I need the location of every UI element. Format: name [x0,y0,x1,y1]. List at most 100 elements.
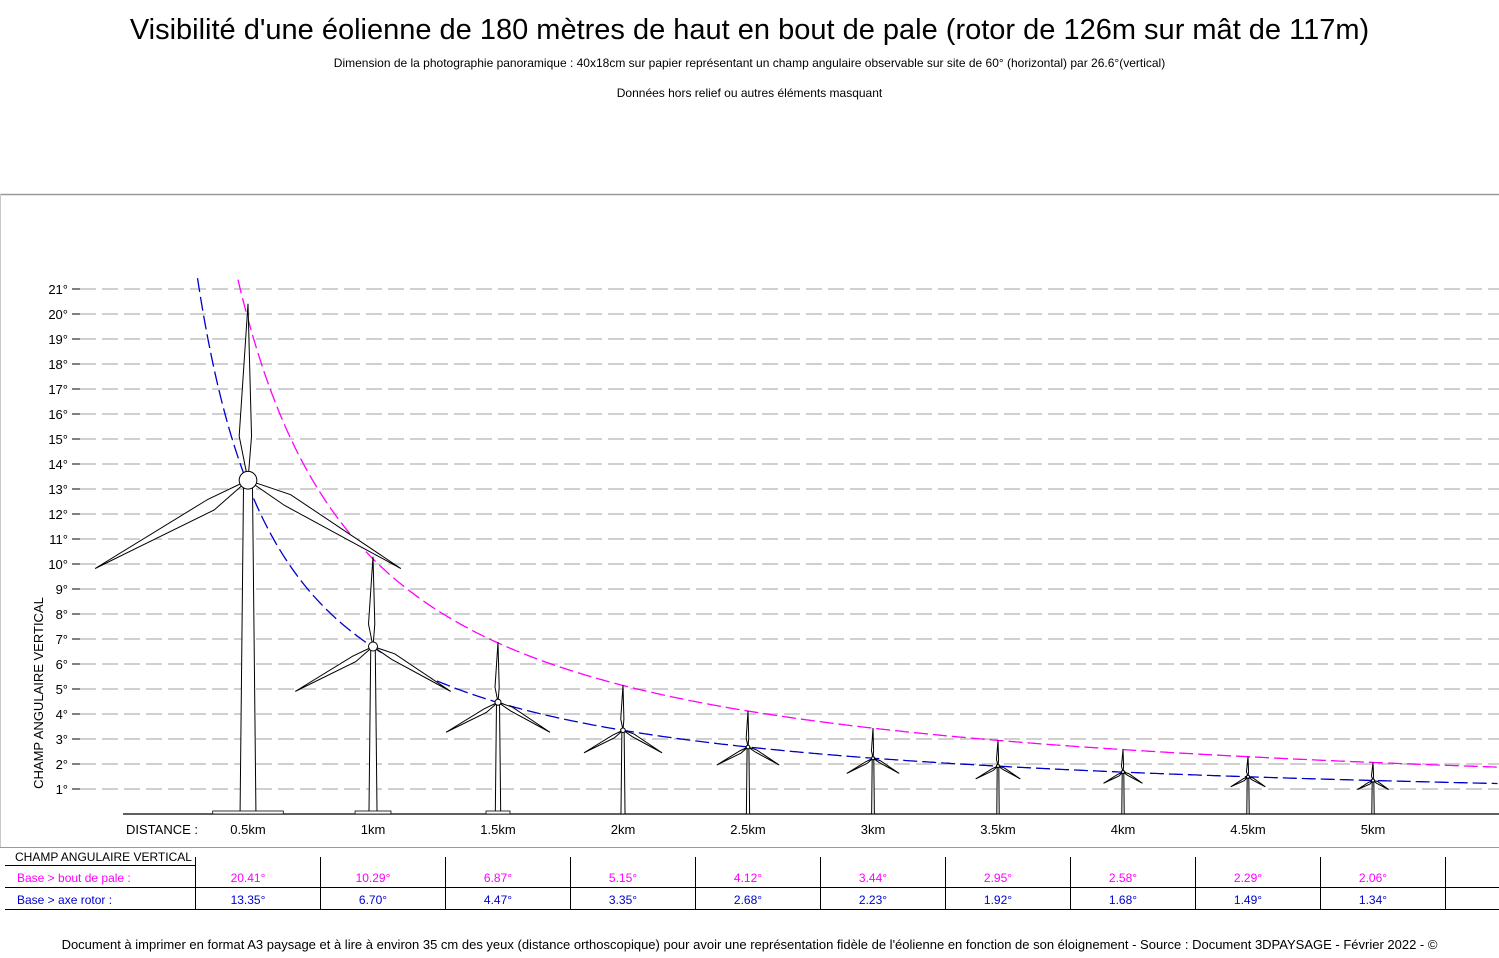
x-tick-label: 5km [1361,822,1386,837]
turbine-blade [872,757,900,774]
y-tick-label: 3° [56,732,68,747]
x-tick-label: 2km [611,822,636,837]
turbine-foundation [354,810,392,815]
turbine-tower [620,729,626,815]
y-axis-label: CHAMP ANGULAIRE VERTICAL [31,597,46,789]
footer-text: Document à imprimer en format A3 paysage… [61,937,1438,952]
table-row-label-axe-rotor: Base > axe rotor : [17,893,112,907]
turbine-hub [238,470,258,490]
turbine-blade [622,729,663,754]
turbine-tower [494,701,502,815]
table-cell-axe-rotor: 4.47° [484,893,512,907]
turbine-blade [94,479,249,569]
turbine-blade [583,729,624,754]
table-cell-bout-de-pale: 10.29° [356,871,391,885]
turbine-blade [745,710,750,748]
turbine-5km [1357,762,1389,815]
turbine-2km [583,685,663,815]
y-tick-label: 4° [56,707,68,722]
turbine-blade [295,646,374,692]
y-tick-label: 8° [56,607,68,622]
turbine-hub [870,756,876,761]
y-tick-label: 9° [56,582,68,597]
turbine-blade [716,746,749,766]
turbine-hub [745,744,751,750]
turbine-blade [497,701,551,733]
turbine-blade [620,685,625,731]
y-tick-label: 6° [56,657,68,672]
turbine-foundation [212,810,284,815]
turbine-blade [1103,771,1124,784]
table-header: CHAMP ANGULAIRE VERTICAL [15,850,192,864]
y-tick-label: 21° [48,282,68,297]
table-cell-bout-de-pale: 5.15° [609,871,637,885]
turbine-blade [747,746,780,766]
turbine-blade [1370,762,1375,781]
table-cell-axe-rotor: 1.34° [1359,893,1387,907]
y-tick-label: 16° [48,407,68,422]
table-cell-bout-de-pale: 2.06° [1359,871,1387,885]
y-tick-label: 17° [48,382,68,397]
x-tick-label: 2.5km [730,822,765,837]
x-tick-label: 3.5km [980,822,1015,837]
table-cell-bout-de-pale: 3.44° [859,871,887,885]
x-tick-label: 1.5km [480,822,515,837]
table-cell-axe-rotor: 1.68° [1109,893,1137,907]
turbine-hub [620,727,626,733]
chart-title: Visibilité d'une éolienne de 180 mètres … [129,14,1370,46]
y-tick-label: 11° [49,532,68,547]
turbine-3km [846,727,900,815]
turbine-4.5km [1230,756,1266,815]
chart-note: Données hors relief ou autres éléments m… [616,86,883,100]
turbine-blade [1245,756,1250,777]
turbine-blade [870,727,875,759]
turbine-blade [372,646,452,692]
turbine-tower [239,479,257,815]
table-row-label-bout-de-pale: Base > bout de pale : [17,871,131,885]
chart-subtitle: Dimension de la photographie panoramique… [333,56,1166,70]
turbine-blade [846,757,874,774]
y-tick-label: 13° [48,482,68,497]
turbine-blade [445,701,499,733]
table-cell-axe-rotor: 3.35° [609,893,637,907]
turbine-tower [745,746,751,815]
x-tick-label: 4.5km [1230,822,1265,837]
turbine-2.5km [716,710,780,815]
y-tick-label: 5° [56,682,68,697]
series-line-axe-rotor [196,277,1498,785]
turbine-blade [238,303,253,481]
x-axis-label: DISTANCE : [126,822,198,837]
table-cell-axe-rotor: 1.49° [1234,893,1262,907]
y-tick-label: 15° [48,432,68,447]
y-tick-label: 7° [56,632,68,647]
turbine-4km [1103,749,1143,815]
turbine-blade [1122,771,1143,784]
table-cell-bout-de-pale: 2.58° [1109,871,1137,885]
turbine-1.5km [445,642,551,815]
table-cell-bout-de-pale: 6.87° [484,871,512,885]
turbine-hub [1121,770,1125,774]
turbine-hub [368,641,378,652]
turbine-tower [368,646,378,815]
turbine-hub [1371,778,1375,783]
turbine-blade [997,765,1021,780]
table-cell-axe-rotor: 2.23° [859,893,887,907]
y-tick-label: 10° [48,557,68,572]
turbine-0.5km [94,303,402,815]
turbine-hub [494,698,502,706]
turbine-blade [494,642,500,703]
table-cell-axe-rotor: 1.92° [984,893,1012,907]
y-tick-label: 19° [48,332,68,347]
x-tick-label: 1km [361,822,386,837]
y-tick-label: 12° [48,507,68,522]
turbine-foundation [485,810,511,815]
turbine-3.5km [975,740,1021,815]
turbine-1km [295,556,452,815]
x-tick-label: 0.5km [230,822,265,837]
turbine-tower [996,765,1000,815]
table-cell-bout-de-pale: 4.12° [734,871,762,885]
table-cell-axe-rotor: 2.68° [734,893,762,907]
table-cell-bout-de-pale: 2.29° [1234,871,1262,885]
turbine-blade [1357,780,1374,790]
